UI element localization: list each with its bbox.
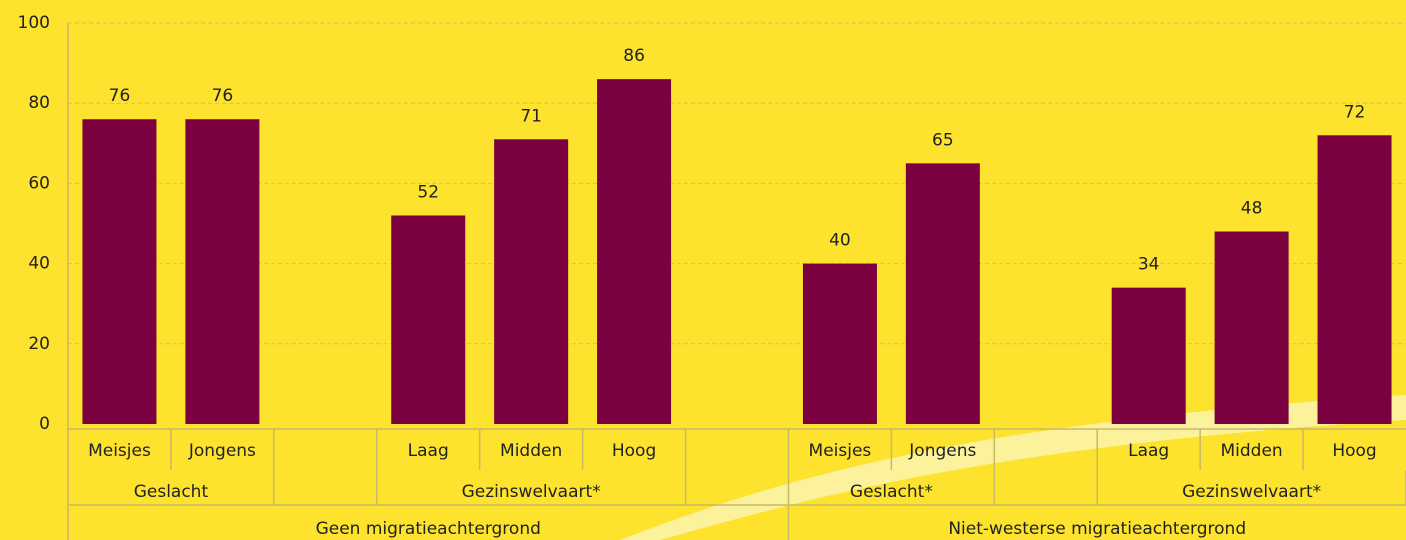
x-tick-label: Jongens: [908, 441, 976, 461]
value-label: 52: [417, 182, 439, 202]
decoration: [620, 395, 1406, 540]
value-label: 34: [1138, 255, 1160, 275]
supergroup-label: Geen migratieachtergrond: [316, 519, 541, 539]
x-tick-label: Hoog: [1332, 441, 1376, 461]
value-label: 76: [212, 86, 234, 106]
bar: [185, 119, 260, 425]
value-label: 40: [829, 231, 851, 251]
group-label: Gezinswelvaart*: [462, 482, 601, 502]
bar: [1214, 231, 1289, 424]
bar: [82, 119, 157, 425]
x-tick-label: Hoog: [612, 441, 656, 461]
bar: [494, 139, 569, 425]
x-tick-label: Midden: [500, 441, 562, 461]
y-tick-label: 80: [28, 93, 50, 113]
value-label: 72: [1344, 102, 1366, 122]
x-tick-label: Laag: [408, 441, 449, 461]
bar: [391, 215, 466, 424]
group-label: Gezinswelvaart*: [1182, 482, 1321, 502]
y-tick-label: 100: [18, 13, 50, 33]
supergroup-label: Niet-westerse migratieachtergrond: [948, 519, 1246, 539]
y-tick-label: 60: [28, 173, 50, 193]
x-tick-label: Midden: [1221, 441, 1283, 461]
y-tick-label: 20: [28, 334, 50, 354]
value-label: 76: [109, 86, 131, 106]
x-tick-label: Jongens: [188, 441, 256, 461]
bar: [1111, 287, 1186, 424]
bar: [905, 163, 980, 424]
y-tick-label: 40: [28, 254, 50, 274]
x-tick-label: Meisjes: [88, 441, 151, 461]
group-label: Geslacht: [134, 482, 209, 502]
bar: [597, 79, 672, 424]
value-label: 48: [1241, 199, 1263, 219]
bar: [1317, 135, 1392, 424]
value-label: 86: [623, 46, 645, 66]
value-label: 65: [932, 130, 954, 150]
value-label: 71: [520, 106, 542, 126]
x-tick-label: Meisjes: [809, 441, 872, 461]
y-tick-label: 0: [39, 414, 50, 434]
bar: [802, 263, 877, 424]
x-tick-label: Laag: [1128, 441, 1169, 461]
group-label: Geslacht*: [850, 482, 933, 502]
